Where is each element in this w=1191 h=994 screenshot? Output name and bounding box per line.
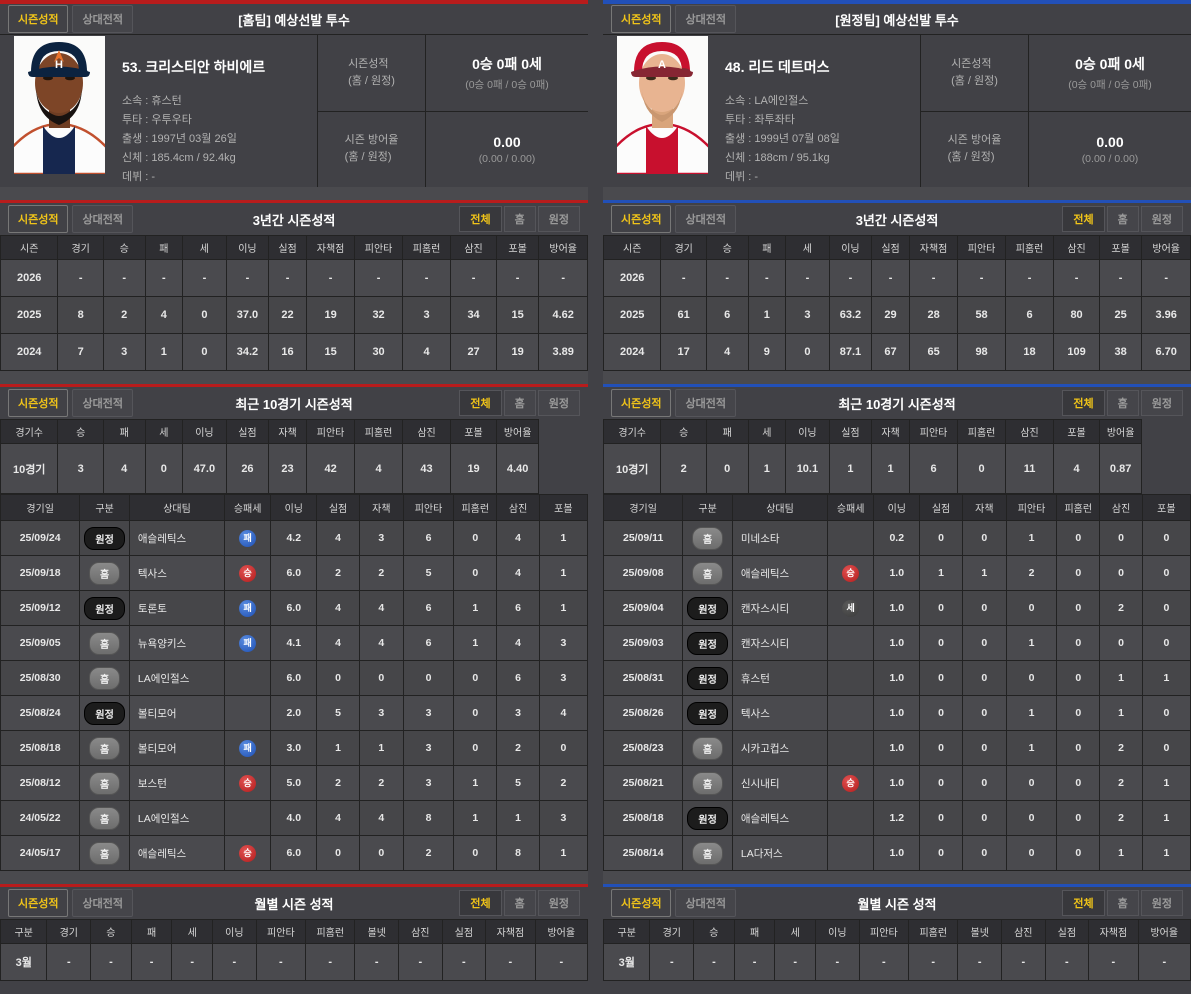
svg-text:H: H [55, 59, 63, 71]
svg-text:A: A [658, 59, 666, 71]
